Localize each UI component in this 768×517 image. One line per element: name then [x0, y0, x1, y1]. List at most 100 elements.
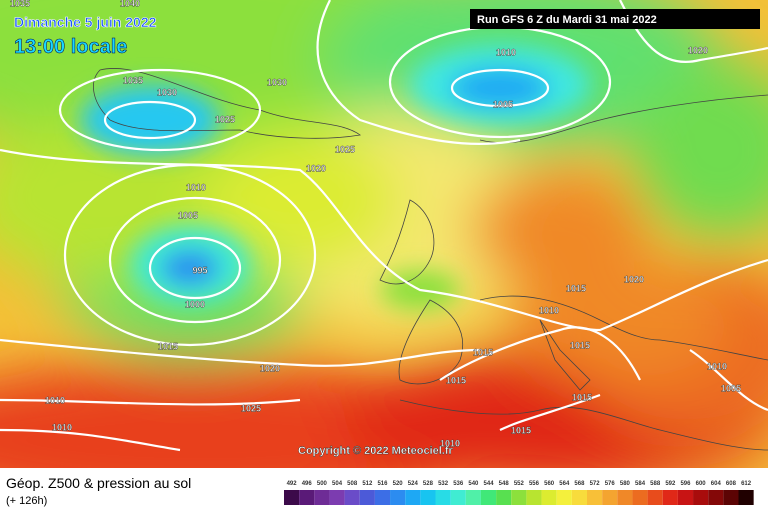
colorbar-swatch	[738, 490, 754, 505]
forecast-time: 13:00 locale	[14, 36, 127, 58]
isobar-label: 1025	[335, 144, 355, 154]
isobar-label: 1020	[688, 45, 708, 55]
colorbar-label: 520	[393, 481, 404, 487]
colorbar-swatch	[420, 490, 436, 505]
isobar-label: 1015	[511, 425, 531, 435]
isobar-label: 1035	[10, 0, 30, 8]
colorbar-label: 548	[499, 481, 510, 487]
colorbar-label: 580	[620, 481, 631, 487]
colorbar-label: 532	[438, 481, 449, 487]
isobar-label: 1010	[52, 422, 72, 432]
colorbar-swatch	[541, 490, 557, 505]
isobar-label: 1030	[157, 87, 177, 97]
colorbar-swatch	[632, 490, 648, 505]
colorbar-label: 528	[423, 481, 434, 487]
colorbar-swatch	[299, 490, 315, 505]
colorbar-label: 524	[408, 481, 419, 487]
isobar-label: 1010	[496, 47, 516, 57]
colorbar-label: 576	[605, 481, 616, 487]
colorbar-label: 496	[302, 481, 313, 487]
isobar-label: 1015	[473, 347, 493, 357]
isobar-label: 1015	[158, 341, 178, 351]
isobar-label: 1005	[493, 99, 513, 109]
isobar-label: 1020	[624, 274, 644, 284]
colorbar-swatch	[647, 490, 663, 505]
colorbar-swatch	[496, 490, 512, 505]
isobar-label: 1000	[185, 299, 205, 309]
colorbar-label: 592	[665, 481, 676, 487]
isobar-label: 995	[192, 265, 207, 275]
colorbar-label: 568	[574, 481, 585, 487]
isobar-label: 1025	[241, 403, 261, 413]
colorbar-swatch	[602, 490, 618, 505]
isobar-label: 1035	[123, 75, 143, 85]
colorbar-label: 516	[377, 481, 388, 487]
colorbar-swatch	[450, 490, 466, 505]
colorbar-swatch	[480, 490, 497, 505]
colorbar-label: 556	[529, 481, 540, 487]
isobar-label: 1030	[267, 77, 287, 87]
colorbar-label: 572	[590, 481, 601, 487]
colorbar-label: 540	[468, 481, 479, 487]
colorbar-swatch	[511, 490, 527, 505]
colorbar-label: 588	[650, 481, 661, 487]
colorbar-label: 504	[332, 481, 343, 487]
colorbar-swatch	[284, 490, 300, 505]
isobar-label: 1010	[440, 438, 460, 448]
isobar-label: 1015	[572, 392, 592, 402]
colorbar-label: 500	[317, 481, 328, 487]
colorbar-swatch	[465, 490, 481, 505]
colorbar-swatch	[314, 490, 330, 505]
colorbar-label: 508	[347, 481, 358, 487]
colorbar-swatch	[556, 490, 572, 505]
colorbar-label: 544	[484, 481, 495, 487]
footer-title: Géop. Z500 & pression au sol	[6, 475, 191, 491]
run-label: Run GFS 6 Z du Mardi 31 mai 2022	[477, 14, 657, 26]
colorbar-swatch	[435, 490, 451, 505]
colorbar-swatch	[526, 490, 542, 505]
colorbar-label: 536	[453, 481, 464, 487]
isobar-label: 1015	[446, 375, 466, 385]
footer-lead: (+ 126h)	[6, 495, 47, 507]
isobar-label: 1010	[45, 395, 65, 405]
colorbar-label: 612	[741, 481, 752, 487]
isobar-label: 1020	[260, 363, 280, 373]
colorbar-swatch	[344, 490, 360, 505]
colorbar-label: 608	[726, 481, 737, 487]
colorbar-label: 512	[362, 481, 373, 487]
colorbar-swatch	[708, 490, 724, 505]
isobar-label: 1010	[707, 361, 727, 371]
colorbar-swatch	[662, 490, 678, 505]
colorbar-label: 552	[514, 481, 525, 487]
isobar-label: 1005	[721, 383, 741, 393]
isobar-label: 1005	[178, 210, 198, 220]
colorbar-label: 560	[544, 481, 555, 487]
copyright: Copyright © 2022 Meteociel.fr	[298, 445, 454, 457]
isobar-label: 1010	[186, 182, 206, 192]
colorbar-swatch	[677, 490, 694, 505]
colorbar: 492 496 500 504 508 512 516 520 524 528 532 536 540 5…	[284, 481, 754, 505]
colorbar-swatch	[617, 490, 633, 505]
colorbar-swatch	[723, 490, 739, 505]
colorbar-swatch	[374, 490, 391, 505]
colorbar-label: 596	[680, 481, 691, 487]
run-box	[470, 9, 760, 29]
colorbar-swatch	[405, 490, 421, 505]
colorbar-label: 492	[287, 481, 298, 487]
forecast-date: Dimanche 5 juin 2022	[14, 14, 157, 30]
isobar-label: 1015	[570, 340, 590, 350]
colorbar-swatch	[329, 490, 345, 505]
colorbar-swatch	[571, 490, 587, 505]
colorbar-label: 604	[711, 481, 722, 487]
colorbar-swatch	[693, 490, 709, 505]
colorbar-swatch	[587, 490, 603, 505]
colorbar-label: 564	[559, 481, 570, 487]
isobar-label: 1040	[120, 0, 140, 8]
coastlines	[93, 68, 768, 451]
isobar-label: 1020	[306, 163, 326, 173]
colorbar-swatch	[359, 490, 375, 505]
isobar-label: 1010	[539, 305, 559, 315]
isobar-label: 1015	[566, 283, 586, 293]
